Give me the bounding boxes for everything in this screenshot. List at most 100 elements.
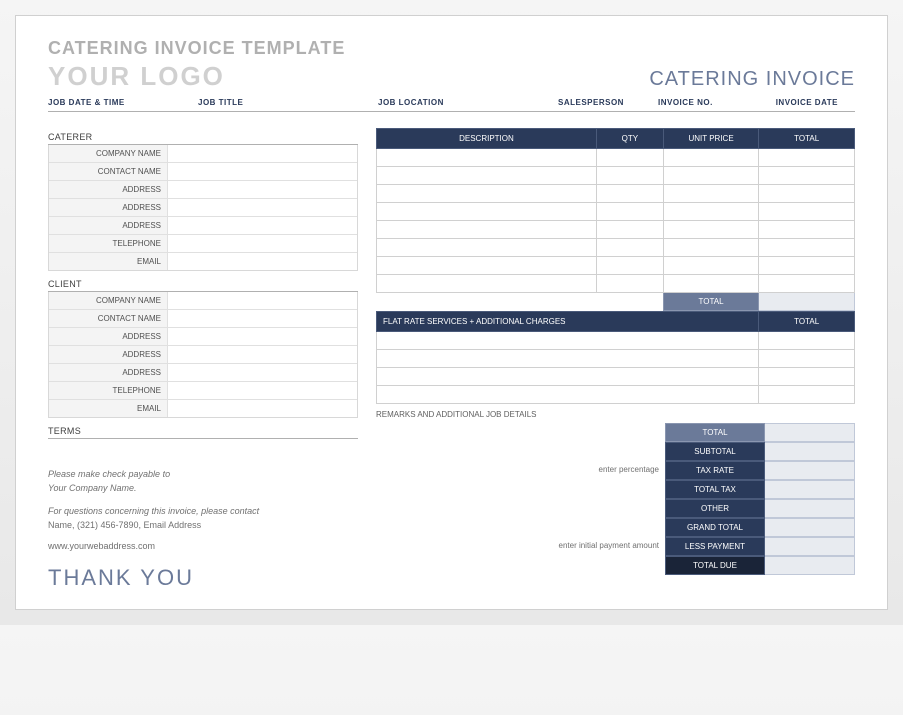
cell-qty[interactable] [596,149,663,167]
caterer-phone-input[interactable] [167,235,357,252]
sum-val-taxrate[interactable] [765,461,855,480]
payment-line4: Name, (321) 456-7890, Email Address [48,518,358,532]
caterer-address2-input[interactable] [167,199,357,216]
cell-flat-total[interactable] [759,368,855,386]
line-item-row [377,149,855,167]
cell-description[interactable] [377,167,597,185]
label-telephone: TELEPHONE [49,382,167,399]
client-company-input[interactable] [167,292,357,309]
sum-val-totaltax[interactable] [765,480,855,499]
label-address: ADDRESS [49,328,167,345]
sum-label-totaltax: TOTAL TAX [665,480,765,499]
body-grid: CATERER COMPANY NAME CONTACT NAME ADDRES… [48,128,855,591]
sum-note-empty3 [376,480,665,499]
cell-flat-desc[interactable] [377,386,759,404]
client-address1-input[interactable] [167,328,357,345]
cell-unit-price[interactable] [663,221,759,239]
cell-description[interactable] [377,275,597,293]
sum-note-initial: enter initial payment amount [376,537,665,556]
caterer-address1-input[interactable] [167,181,357,198]
invoice-page: CATERING INVOICE TEMPLATE YOUR LOGO CATE… [15,15,888,610]
cell-description[interactable] [377,257,597,275]
cell-unit-price[interactable] [663,149,759,167]
cell-total[interactable] [759,167,855,185]
client-email-row: EMAIL [49,400,357,417]
label-address: ADDRESS [49,217,167,234]
cell-flat-total[interactable] [759,332,855,350]
cell-total[interactable] [759,257,855,275]
caterer-contact-input[interactable] [167,163,357,180]
cell-flat-total[interactable] [759,386,855,404]
section-caterer: CATERER [48,128,358,145]
cell-unit-price[interactable] [663,185,759,203]
cell-flat-desc[interactable] [377,332,759,350]
logo-row: YOUR LOGO CATERING INVOICE [48,61,855,92]
caterer-company-row: COMPANY NAME [49,145,357,163]
cell-unit-price[interactable] [663,257,759,275]
cell-description[interactable] [377,185,597,203]
client-address3-input[interactable] [167,364,357,381]
th-description: DESCRIPTION [377,129,597,149]
cell-description[interactable] [377,149,597,167]
th-qty: QTY [596,129,663,149]
caterer-email-row: EMAIL [49,253,357,270]
cell-qty[interactable] [596,257,663,275]
cell-flat-desc[interactable] [377,368,759,386]
sum-val-total[interactable] [765,423,855,442]
cell-unit-price[interactable] [663,203,759,221]
cell-unit-price[interactable] [663,167,759,185]
sum-val-other[interactable] [765,499,855,518]
sum-val-grandtotal[interactable] [765,518,855,537]
flat-rate-header-left: FLAT RATE SERVICES + ADDITIONAL CHARGES [377,312,759,332]
caterer-company-input[interactable] [167,145,357,162]
cell-qty[interactable] [596,275,663,293]
caterer-address2-row: ADDRESS [49,199,357,217]
remarks-label: REMARKS AND ADDITIONAL JOB DETAILS [376,404,855,419]
sum-label-other: OTHER [665,499,765,518]
sum-note-percentage: enter percentage [376,461,665,480]
caterer-address3-input[interactable] [167,217,357,234]
sum-val-totaldue[interactable] [765,556,855,575]
document-title: CATERING INVOICE TEMPLATE [48,38,855,59]
cell-qty[interactable] [596,221,663,239]
client-address2-input[interactable] [167,346,357,363]
cell-total[interactable] [759,239,855,257]
cell-unit-price[interactable] [663,275,759,293]
cell-qty[interactable] [596,167,663,185]
sum-note-empty6 [376,556,665,575]
label-company: COMPANY NAME [49,145,167,162]
cell-description[interactable] [377,203,597,221]
cell-flat-total[interactable] [759,350,855,368]
cell-total[interactable] [759,221,855,239]
invoice-heading: CATERING INVOICE [649,68,855,91]
line-items-total-value[interactable] [759,293,855,311]
cell-unit-price[interactable] [663,239,759,257]
cell-description[interactable] [377,221,597,239]
client-phone-input[interactable] [167,382,357,399]
cell-total[interactable] [759,149,855,167]
cell-total[interactable] [759,275,855,293]
job-header-invoice-no: INVOICE NO. [658,98,748,107]
caterer-email-input[interactable] [167,253,357,270]
cell-total[interactable] [759,203,855,221]
right-column: DESCRIPTION QTY UNIT PRICE TOTAL TOTAL [376,128,855,591]
payment-line1: Please make check payable to [48,467,358,481]
cell-qty[interactable] [596,239,663,257]
cell-qty[interactable] [596,203,663,221]
job-header-row: JOB DATE & TIME JOB TITLE JOB LOCATION S… [48,98,855,112]
cell-description[interactable] [377,239,597,257]
sum-note-empty4 [376,499,665,518]
cell-flat-desc[interactable] [377,350,759,368]
sum-val-subtotal[interactable] [765,442,855,461]
client-email-input[interactable] [167,400,357,417]
flat-rate-header-right: TOTAL [759,312,855,332]
label-email: EMAIL [49,400,167,417]
logo-placeholder: YOUR LOGO [48,61,225,92]
label-address: ADDRESS [49,364,167,381]
cell-total[interactable] [759,185,855,203]
client-contact-input[interactable] [167,310,357,327]
line-item-row [377,185,855,203]
sum-val-lesspayment[interactable] [765,537,855,556]
line-item-row [377,221,855,239]
cell-qty[interactable] [596,185,663,203]
